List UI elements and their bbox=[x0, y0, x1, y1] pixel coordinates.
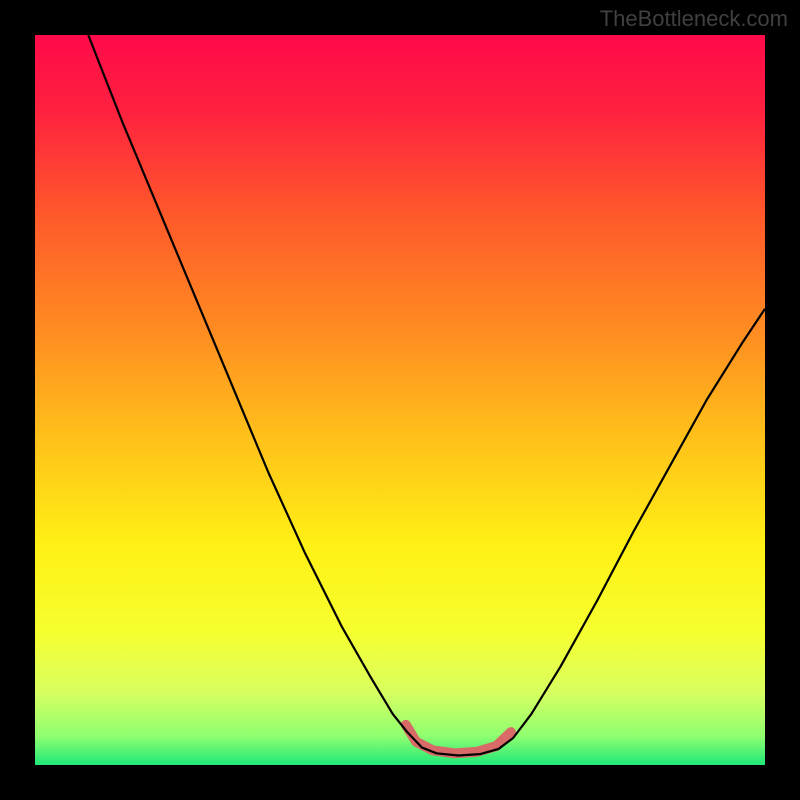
bottleneck-curve bbox=[88, 35, 765, 756]
watermark-text: TheBottleneck.com bbox=[600, 6, 788, 32]
curve-layer bbox=[35, 35, 765, 765]
plot-area bbox=[35, 35, 765, 765]
